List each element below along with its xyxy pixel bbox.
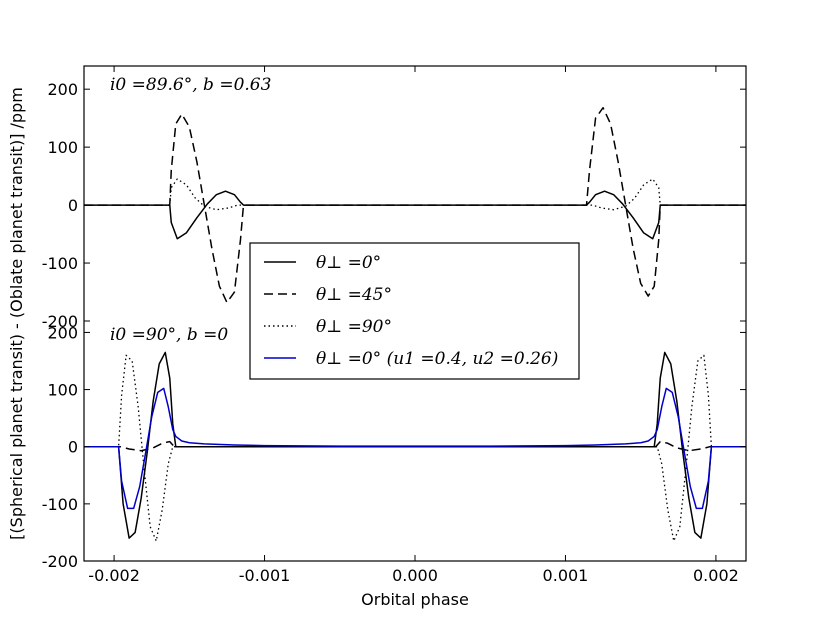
series-line-dashed: [84, 440, 746, 452]
panel-annotation: i0 =89.6°, b =0.63: [110, 75, 271, 95]
y-tick-label: -200: [42, 312, 78, 331]
y-axis-label: [(Spherical planet transit) - (Oblate pl…: [7, 87, 26, 540]
x-tick-label: 0.000: [392, 566, 438, 585]
legend-box: [249, 242, 580, 380]
annotation-layer: i0 =89.6°, b =0.63 i0 =90°, b =0: [110, 75, 271, 345]
y-tick-label: 0: [68, 196, 78, 215]
legend-label: θ⊥ =0°: [316, 253, 381, 273]
y-tick-label: -200: [42, 552, 78, 571]
x-tick-label: 0.001: [543, 566, 589, 585]
series-line-dashed: [84, 106, 746, 304]
y-tick-label: 100: [47, 381, 78, 400]
panel-1: [84, 106, 746, 304]
y-tick-label: -100: [42, 495, 78, 514]
y-tick-label: 100: [47, 138, 78, 157]
legend: θ⊥ =0° θ⊥ =45° θ⊥ =90° θ⊥ =0° (u1 =0.4, u2 …: [249, 242, 580, 380]
plot-area: [84, 106, 746, 542]
legend-label: θ⊥ =0° (u1 =0.4, u2 =0.26): [316, 349, 558, 369]
panel-series: [84, 351, 746, 542]
panel-series: [84, 106, 746, 304]
y-tick-label: -100: [42, 254, 78, 273]
x-tick-label: -0.001: [239, 566, 291, 585]
panel-2: [84, 351, 746, 542]
panel-annotation: i0 =90°, b =0: [110, 325, 228, 345]
y-tick-label: 200: [47, 80, 78, 99]
y-tick-label: 0: [68, 438, 78, 457]
x-tick-label: -0.002: [88, 566, 140, 585]
x-tick-label: 0.002: [693, 566, 739, 585]
series-line-solid-blue: [84, 387, 746, 510]
legend-label: θ⊥ =90°: [316, 317, 392, 337]
x-axis-label: Orbital phase: [361, 590, 469, 609]
y-tick-label: 200: [47, 323, 78, 342]
legend-label: θ⊥ =45°: [316, 285, 392, 305]
